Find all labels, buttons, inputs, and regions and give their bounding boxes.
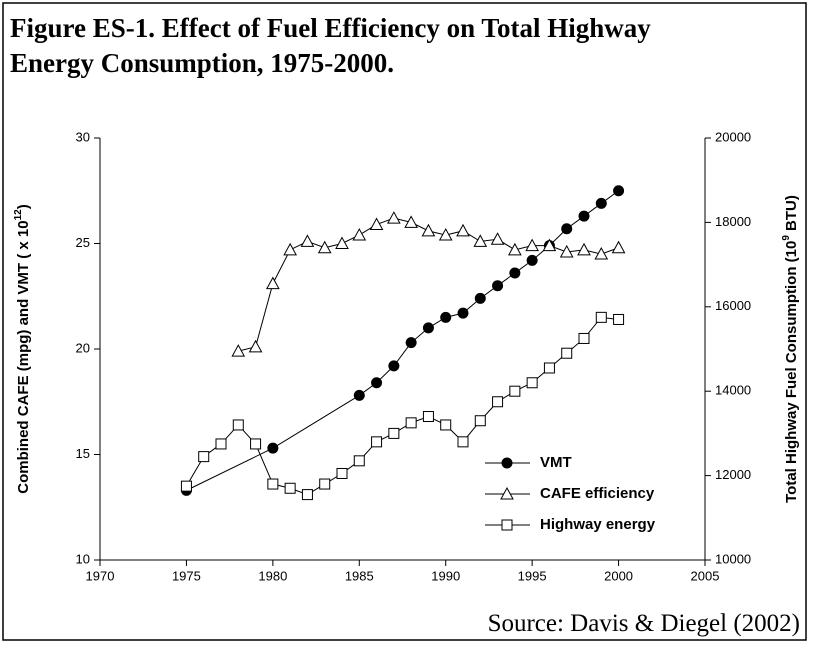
x-tick-label: 1995 (518, 568, 547, 583)
legend-marker (501, 457, 513, 469)
point (232, 419, 244, 431)
point (250, 438, 262, 450)
point (283, 242, 297, 256)
point (284, 482, 296, 494)
y2-tick-label: 14000 (715, 383, 751, 398)
x-tick-label: 1975 (172, 568, 201, 583)
x-tick-label: 1985 (345, 568, 374, 583)
legend-label: CAFE efficiency (540, 485, 655, 502)
point (352, 228, 367, 241)
legend-marker (500, 486, 514, 500)
point (300, 234, 315, 247)
y2-tick-label: 18000 (715, 214, 751, 229)
frame (2, 2, 807, 641)
legend-label: VMT (540, 454, 572, 471)
point (231, 344, 246, 357)
point (336, 467, 348, 479)
point (509, 385, 521, 397)
point (613, 313, 625, 325)
point (421, 223, 436, 237)
source: Source: Davis & Diegel (2002) (488, 610, 800, 637)
x-tick-label: 2005 (691, 568, 720, 583)
point (526, 254, 538, 266)
legend-label: Highway energy (540, 516, 656, 533)
point (335, 236, 349, 249)
point (561, 347, 573, 359)
point (248, 339, 263, 353)
point (371, 436, 383, 448)
point (319, 478, 331, 490)
y2-axis-label: Total Highway Fuel Consumption (109 BTU) (781, 195, 800, 503)
y2-tick-label: 16000 (715, 298, 751, 313)
point (198, 451, 210, 463)
point (457, 307, 469, 319)
point (405, 337, 417, 349)
point (559, 244, 574, 258)
point (543, 362, 555, 374)
point (301, 489, 313, 501)
point (317, 240, 332, 254)
point (440, 311, 452, 323)
y-tick-label: 30 (76, 129, 90, 144)
point (422, 322, 434, 334)
point (508, 242, 522, 256)
point (266, 276, 280, 290)
point (404, 215, 418, 228)
point (371, 377, 383, 389)
point (267, 442, 279, 454)
point (526, 377, 538, 389)
point (613, 185, 625, 197)
point (422, 411, 434, 423)
point (594, 247, 609, 260)
point (595, 197, 607, 209)
y-axis-label: Combined CAFE (mpg) and VMT ( x 1012) (13, 204, 32, 493)
point (561, 223, 573, 235)
point (388, 427, 400, 439)
point (490, 232, 505, 245)
y-tick-label: 10 (76, 551, 90, 566)
point (595, 311, 607, 323)
chart-title: Figure ES-1. Effect of Fuel Efficiency o… (10, 13, 651, 43)
point (474, 292, 486, 304)
point (525, 238, 539, 252)
point (509, 267, 521, 279)
point (440, 419, 452, 431)
point (474, 415, 486, 427)
x-tick-label: 1980 (258, 568, 287, 583)
point (577, 242, 591, 256)
point (353, 455, 365, 467)
point (215, 438, 227, 450)
point (387, 211, 401, 224)
point (456, 223, 470, 237)
point (369, 217, 384, 231)
point (611, 240, 626, 254)
x-tick-label: 1970 (86, 568, 115, 583)
point (353, 389, 365, 401)
y2-tick-label: 12000 (715, 467, 751, 482)
y-tick-label: 15 (76, 446, 90, 461)
point (473, 234, 488, 247)
x-tick-label: 2000 (604, 568, 633, 583)
point (267, 478, 279, 490)
y-tick-label: 20 (76, 340, 90, 355)
x-tick-label: 1990 (431, 568, 460, 583)
y2-tick-label: 10000 (715, 551, 751, 566)
chart-title: Energy Consumption, 1975-2000. (10, 48, 394, 78)
point (492, 396, 504, 408)
point (438, 228, 453, 241)
point (457, 436, 469, 448)
point (180, 480, 192, 492)
point (578, 332, 590, 344)
y-tick-label: 25 (76, 235, 90, 250)
point (388, 360, 400, 372)
legend-marker (501, 519, 513, 531)
point (542, 238, 557, 252)
point (492, 280, 504, 292)
point (578, 210, 590, 222)
y2-tick-label: 20000 (715, 129, 751, 144)
point (405, 417, 417, 429)
